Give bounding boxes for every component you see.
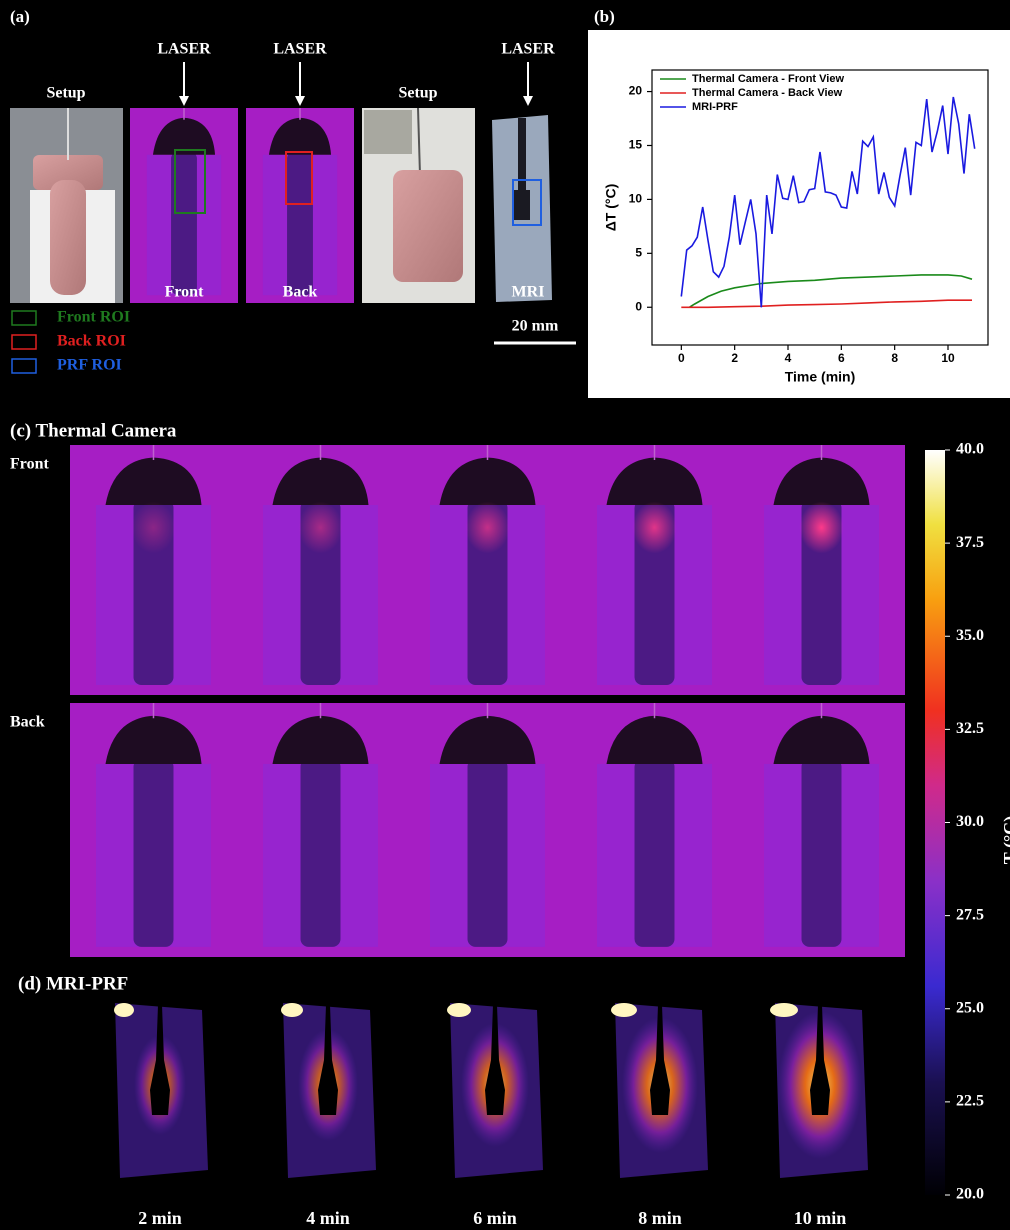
laser-label: LASER: [273, 41, 327, 58]
mri-image: [611, 1003, 708, 1178]
colorbar-tick-label: 35.0: [956, 627, 984, 644]
thermal-image: [237, 445, 404, 695]
x-tick-label: 10: [941, 351, 955, 365]
stem: [635, 759, 675, 947]
stem: [134, 759, 174, 947]
legend-label: Thermal Camera - Back View: [692, 87, 843, 99]
stem: [468, 759, 508, 947]
colorbar-tick-label: 22.5: [956, 1093, 984, 1110]
legend-swatch: [12, 335, 36, 349]
mri-corner: [770, 1003, 798, 1017]
page: Figure html, body { margin: 0; padding: …: [0, 0, 1010, 1230]
figure: (a) Setup LASER Front LASER Back Setup LASER MRI…: [0, 0, 1010, 1230]
setup-photo-2: [362, 108, 475, 303]
hot-spot: [633, 502, 677, 554]
y-axis-label: ΔT (°C): [603, 184, 619, 232]
panel-label: (b): [594, 7, 615, 26]
x-tick-label: 8: [891, 351, 898, 365]
legend-label: PRF ROI: [57, 357, 122, 374]
chart-background: [588, 30, 1010, 398]
thermal-image: [246, 108, 354, 303]
mri-corner: [114, 1003, 134, 1017]
colorbar-tick-label: 40.0: [956, 441, 984, 458]
mri-image: [770, 1003, 868, 1178]
hot-spot: [466, 502, 510, 554]
colorbar-tick-label: 27.5: [956, 906, 984, 923]
thermal-image: [404, 445, 571, 695]
y-tick-label: 20: [629, 84, 643, 98]
laser-label: LASER: [501, 41, 555, 58]
colorbar-tick-label: 37.5: [956, 534, 984, 551]
thermal-image: [738, 703, 905, 957]
image-caption: MRI: [512, 284, 545, 301]
time-label: 4 min: [306, 1208, 350, 1228]
thermal-image: [571, 703, 738, 957]
row-label: Back: [10, 714, 45, 731]
y-tick-label: 0: [635, 299, 642, 313]
arrow-head: [295, 96, 305, 106]
x-axis-label: Time (min): [785, 369, 856, 385]
y-tick-label: 5: [635, 246, 642, 260]
colorbar-tick-label: 30.0: [956, 813, 984, 830]
mri-image: [114, 1003, 208, 1178]
image-title: Setup: [398, 85, 437, 102]
legend-label: MRI-PRF: [692, 101, 738, 113]
legend-label: Front ROI: [57, 309, 130, 326]
setup-photo: [10, 108, 123, 303]
thermal-image: [130, 108, 238, 303]
mri-corner: [281, 1003, 303, 1017]
mri-image: [447, 1003, 543, 1178]
thermal-image: [237, 703, 404, 957]
laser-label: LASER: [157, 41, 211, 58]
legend-swatch: [12, 311, 36, 325]
thermal-image: [571, 445, 738, 695]
time-label: 2 min: [138, 1208, 182, 1228]
stem: [802, 759, 842, 947]
y-tick-label: 15: [629, 138, 643, 152]
x-tick-label: 4: [785, 351, 792, 365]
thermal-image: [70, 445, 237, 695]
colorbar-tick-label: 20.0: [956, 1186, 984, 1203]
mri-photo: [492, 115, 552, 302]
mri-corner: [447, 1003, 471, 1017]
x-tick-label: 2: [731, 351, 738, 365]
scale-label: 20 mm: [512, 318, 559, 335]
time-label: 10 min: [794, 1208, 847, 1228]
row-label: Front: [10, 456, 49, 473]
arrow-head: [523, 96, 533, 106]
colorbar-tick-label: 32.5: [956, 720, 984, 737]
mri-corner: [611, 1003, 637, 1017]
y-tick-label: 10: [629, 192, 643, 206]
panel-label: (c) Thermal Camera: [10, 420, 177, 441]
panel-label: (a): [10, 7, 30, 26]
mri-image: [281, 1003, 376, 1178]
stem: [301, 759, 341, 947]
hot-spot: [132, 502, 176, 554]
legend-label: Thermal Camera - Front View: [692, 73, 844, 85]
hot-spot: [299, 502, 343, 554]
image-title: Setup: [46, 85, 85, 102]
colorbar-label: T (°C): [1000, 816, 1010, 864]
thermal-image: [70, 703, 237, 957]
thermal-photos: [130, 108, 354, 303]
x-tick-label: 0: [678, 351, 685, 365]
stem: [287, 151, 313, 295]
body: { "panel_a": { "label": "(a)", "images":…: [0, 0, 1010, 1230]
x-tick-label: 6: [838, 351, 845, 365]
hot-spot: [800, 502, 844, 554]
legend-swatch: [12, 359, 36, 373]
colorbar-tick-label: 25.0: [956, 999, 984, 1016]
time-label: 6 min: [473, 1208, 517, 1228]
legend-label: Back ROI: [57, 333, 126, 350]
thermal-image: [404, 703, 571, 957]
time-label: 8 min: [638, 1208, 682, 1228]
thermal-image: [738, 445, 905, 695]
image-caption: Back: [283, 284, 318, 301]
panel-label: (d) MRI-PRF: [18, 973, 128, 994]
colorbar: [925, 450, 945, 1195]
arrow-head: [179, 96, 189, 106]
image-caption: Front: [165, 284, 204, 301]
